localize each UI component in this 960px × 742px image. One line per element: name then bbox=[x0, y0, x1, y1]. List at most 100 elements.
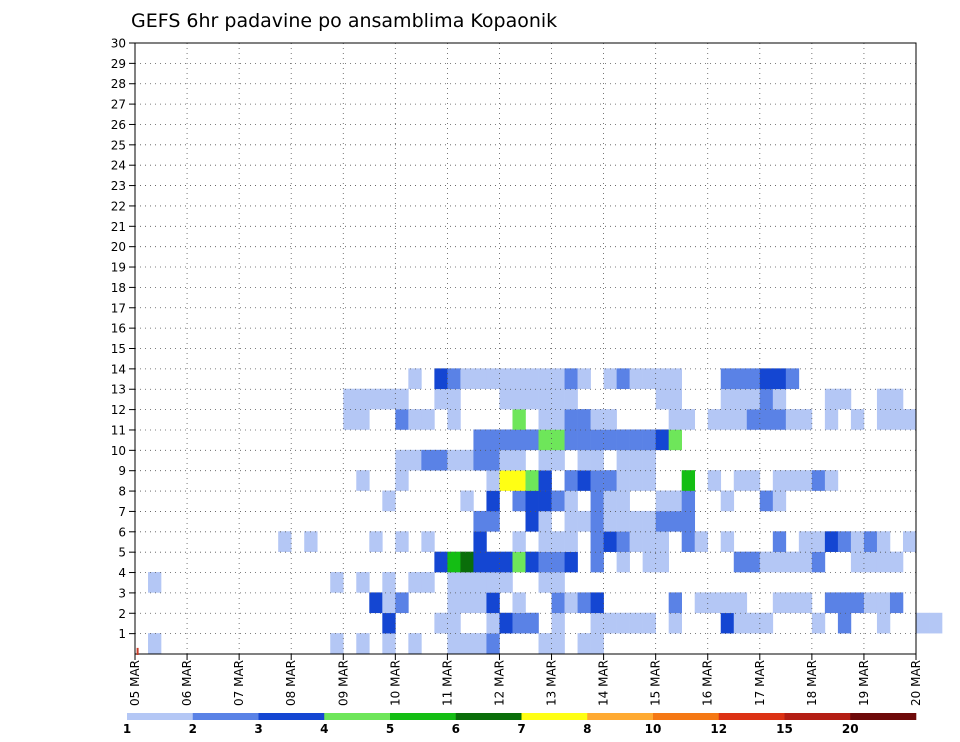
y-tick-label: 2 bbox=[118, 607, 126, 621]
x-tick-label: 16 MAR bbox=[701, 660, 715, 706]
legend-swatch bbox=[324, 713, 391, 720]
precip-cell bbox=[616, 490, 630, 512]
precip-cell bbox=[408, 572, 422, 593]
precip-cell bbox=[590, 510, 604, 532]
precip-cell bbox=[408, 633, 422, 654]
precip-cell bbox=[564, 470, 578, 491]
precip-cell bbox=[590, 470, 604, 491]
precip-cell bbox=[642, 449, 656, 471]
precip-cell bbox=[356, 470, 370, 491]
precip-cell bbox=[850, 531, 865, 552]
precip-cell bbox=[850, 551, 865, 573]
precip-cell bbox=[447, 388, 461, 410]
legend-swatch bbox=[587, 713, 654, 720]
precip-cell bbox=[330, 633, 344, 654]
precip-cell bbox=[655, 510, 669, 532]
precip-cell bbox=[525, 510, 539, 532]
precip-cell bbox=[590, 592, 604, 614]
precip-cell bbox=[824, 592, 839, 614]
precip-cell bbox=[564, 368, 578, 390]
precip-cell bbox=[408, 449, 422, 471]
precip-cell bbox=[668, 368, 682, 390]
precip-cell bbox=[460, 490, 474, 512]
precip-cell bbox=[343, 388, 357, 410]
legend-label: 6 bbox=[452, 722, 460, 736]
precip-cell bbox=[889, 409, 904, 430]
precip-cell bbox=[577, 633, 591, 654]
precip-cell bbox=[564, 592, 578, 614]
precip-cell bbox=[499, 368, 513, 390]
precip-cell bbox=[369, 388, 383, 410]
y-tick-label: 14 bbox=[111, 362, 126, 376]
precip-cell bbox=[499, 449, 513, 471]
x-tick-label: 18 MAR bbox=[805, 660, 819, 706]
precip-cell bbox=[473, 531, 487, 552]
x-tick-label: 19 MAR bbox=[857, 660, 871, 706]
precip-cell bbox=[655, 388, 669, 410]
precip-cell bbox=[694, 531, 709, 552]
precip-cell bbox=[785, 470, 800, 491]
y-tick-label: 26 bbox=[111, 118, 126, 132]
precip-cell bbox=[668, 612, 682, 634]
precip-cell bbox=[733, 592, 748, 614]
legend-swatch bbox=[258, 713, 325, 720]
precip-cell bbox=[421, 531, 435, 552]
precip-cell bbox=[577, 470, 591, 491]
precip-cell bbox=[421, 572, 435, 593]
y-tick-label: 25 bbox=[111, 138, 126, 152]
precip-cell bbox=[564, 510, 578, 532]
precip-cell bbox=[538, 449, 552, 471]
precip-cell bbox=[551, 429, 565, 451]
precip-cell bbox=[382, 490, 396, 512]
precip-cell bbox=[837, 388, 852, 410]
precip-cell bbox=[577, 368, 591, 390]
precip-cell bbox=[447, 551, 461, 573]
precip-cell bbox=[564, 490, 578, 512]
precip-cell bbox=[447, 409, 461, 430]
precip-cell bbox=[655, 429, 669, 451]
precip-cell bbox=[577, 510, 591, 532]
precip-cell bbox=[486, 592, 500, 614]
precip-cell bbox=[876, 592, 891, 614]
precip-cell bbox=[759, 551, 774, 573]
precip-cell bbox=[772, 409, 787, 430]
precip-cell bbox=[382, 633, 396, 654]
legend-swatch bbox=[784, 713, 851, 720]
precip-cell bbox=[512, 612, 526, 634]
precip-cell bbox=[733, 388, 748, 410]
precip-cell bbox=[434, 449, 448, 471]
legend-swatch bbox=[127, 713, 194, 720]
precip-cell bbox=[525, 490, 539, 512]
precip-cell bbox=[486, 449, 500, 471]
precip-cell bbox=[551, 449, 565, 471]
precip-cell bbox=[772, 388, 787, 410]
precip-cell bbox=[512, 449, 526, 471]
legend-label: 15 bbox=[776, 722, 793, 736]
precip-cell bbox=[460, 368, 474, 390]
precip-cell bbox=[876, 531, 891, 552]
precip-cell bbox=[668, 388, 682, 410]
precip-cell bbox=[733, 470, 748, 491]
precip-cell bbox=[447, 592, 461, 614]
precip-cell bbox=[824, 388, 839, 410]
precip-cell bbox=[395, 409, 409, 430]
precip-cell bbox=[447, 572, 461, 593]
precip-cell bbox=[642, 429, 656, 451]
precip-cell bbox=[876, 388, 891, 410]
precip-cell bbox=[564, 429, 578, 451]
chart-title: GEFS 6hr padavine po ansamblima Kopaonik bbox=[131, 10, 557, 32]
color-legend: 1 2 3 4 5 6 7 8 10 12 15 20 bbox=[123, 713, 917, 736]
precip-cell bbox=[863, 592, 878, 614]
precip-cell bbox=[889, 592, 904, 614]
x-tick-label: 15 MAR bbox=[649, 660, 663, 706]
precip-cell bbox=[681, 470, 696, 491]
precip-cell bbox=[577, 429, 591, 451]
precip-cell bbox=[148, 633, 162, 654]
precip-cell bbox=[538, 429, 552, 451]
precip-cell bbox=[746, 368, 761, 390]
precip-cell bbox=[538, 633, 552, 654]
precip-cell bbox=[590, 633, 604, 654]
precip-cell bbox=[564, 531, 578, 552]
precip-cell bbox=[785, 409, 800, 430]
precip-cell bbox=[343, 409, 357, 430]
